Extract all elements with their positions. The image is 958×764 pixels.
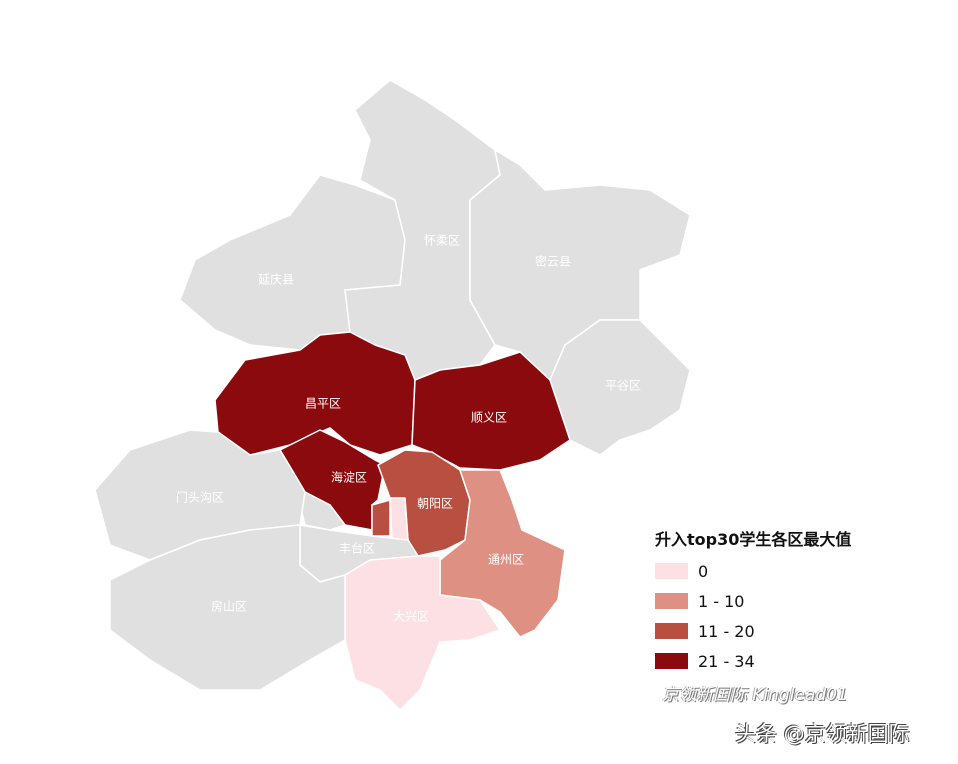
district-xicheng[interactable]: [371, 499, 391, 537]
legend-label: 1 - 10: [698, 591, 745, 611]
label-daxing: 大兴区: [393, 610, 429, 624]
label-miyun: 密云县: [535, 254, 571, 269]
label-mentougou: 门头沟区: [176, 490, 224, 505]
legend-item: 11 - 20: [655, 616, 851, 646]
label-chaoyang: 朝阳区: [417, 497, 453, 511]
legend-swatch: [655, 593, 688, 609]
label-fangshan: 房山区: [211, 599, 247, 614]
label-changping: 昌平区: [305, 397, 341, 411]
watermark-kinglead: 京领新国际 Kinglead01: [662, 685, 848, 705]
legend-swatch: [655, 563, 688, 579]
district-dongcheng[interactable]: [389, 497, 409, 541]
legend-label: 0: [698, 561, 709, 581]
label-pinggu: 平谷区: [605, 379, 641, 393]
watermark-toutiao: 头条 @京领新国际: [735, 722, 910, 746]
legend-item: 0: [655, 556, 851, 586]
legend-item: 21 - 34: [655, 646, 851, 676]
label-haidian: 海淀区: [331, 470, 367, 485]
label-yanqing: 延庆县: [258, 273, 294, 287]
legend-item: 1 - 10: [655, 586, 851, 616]
district-daxing[interactable]: [344, 555, 501, 711]
label-tongzhou: 通州区: [488, 553, 524, 567]
legend-swatch: [655, 623, 688, 639]
district-tongzhou[interactable]: [439, 469, 566, 638]
label-huairou: 怀柔区: [424, 234, 460, 248]
district-fangshan[interactable]: [109, 524, 346, 691]
label-fengtai: 丰台区: [339, 541, 375, 556]
legend-title: 升入top30学生各区最大值: [655, 530, 852, 549]
district-shunyi[interactable]: [411, 351, 571, 471]
map-legend: 升入top30学生各区最大值 0 1 - 10 11 - 20 21 - 34: [655, 526, 851, 676]
legend-swatch: [655, 653, 688, 669]
legend-label: 11 - 20: [698, 621, 755, 641]
label-shunyi: 顺义区: [471, 411, 507, 425]
legend-label: 21 - 34: [698, 651, 755, 671]
